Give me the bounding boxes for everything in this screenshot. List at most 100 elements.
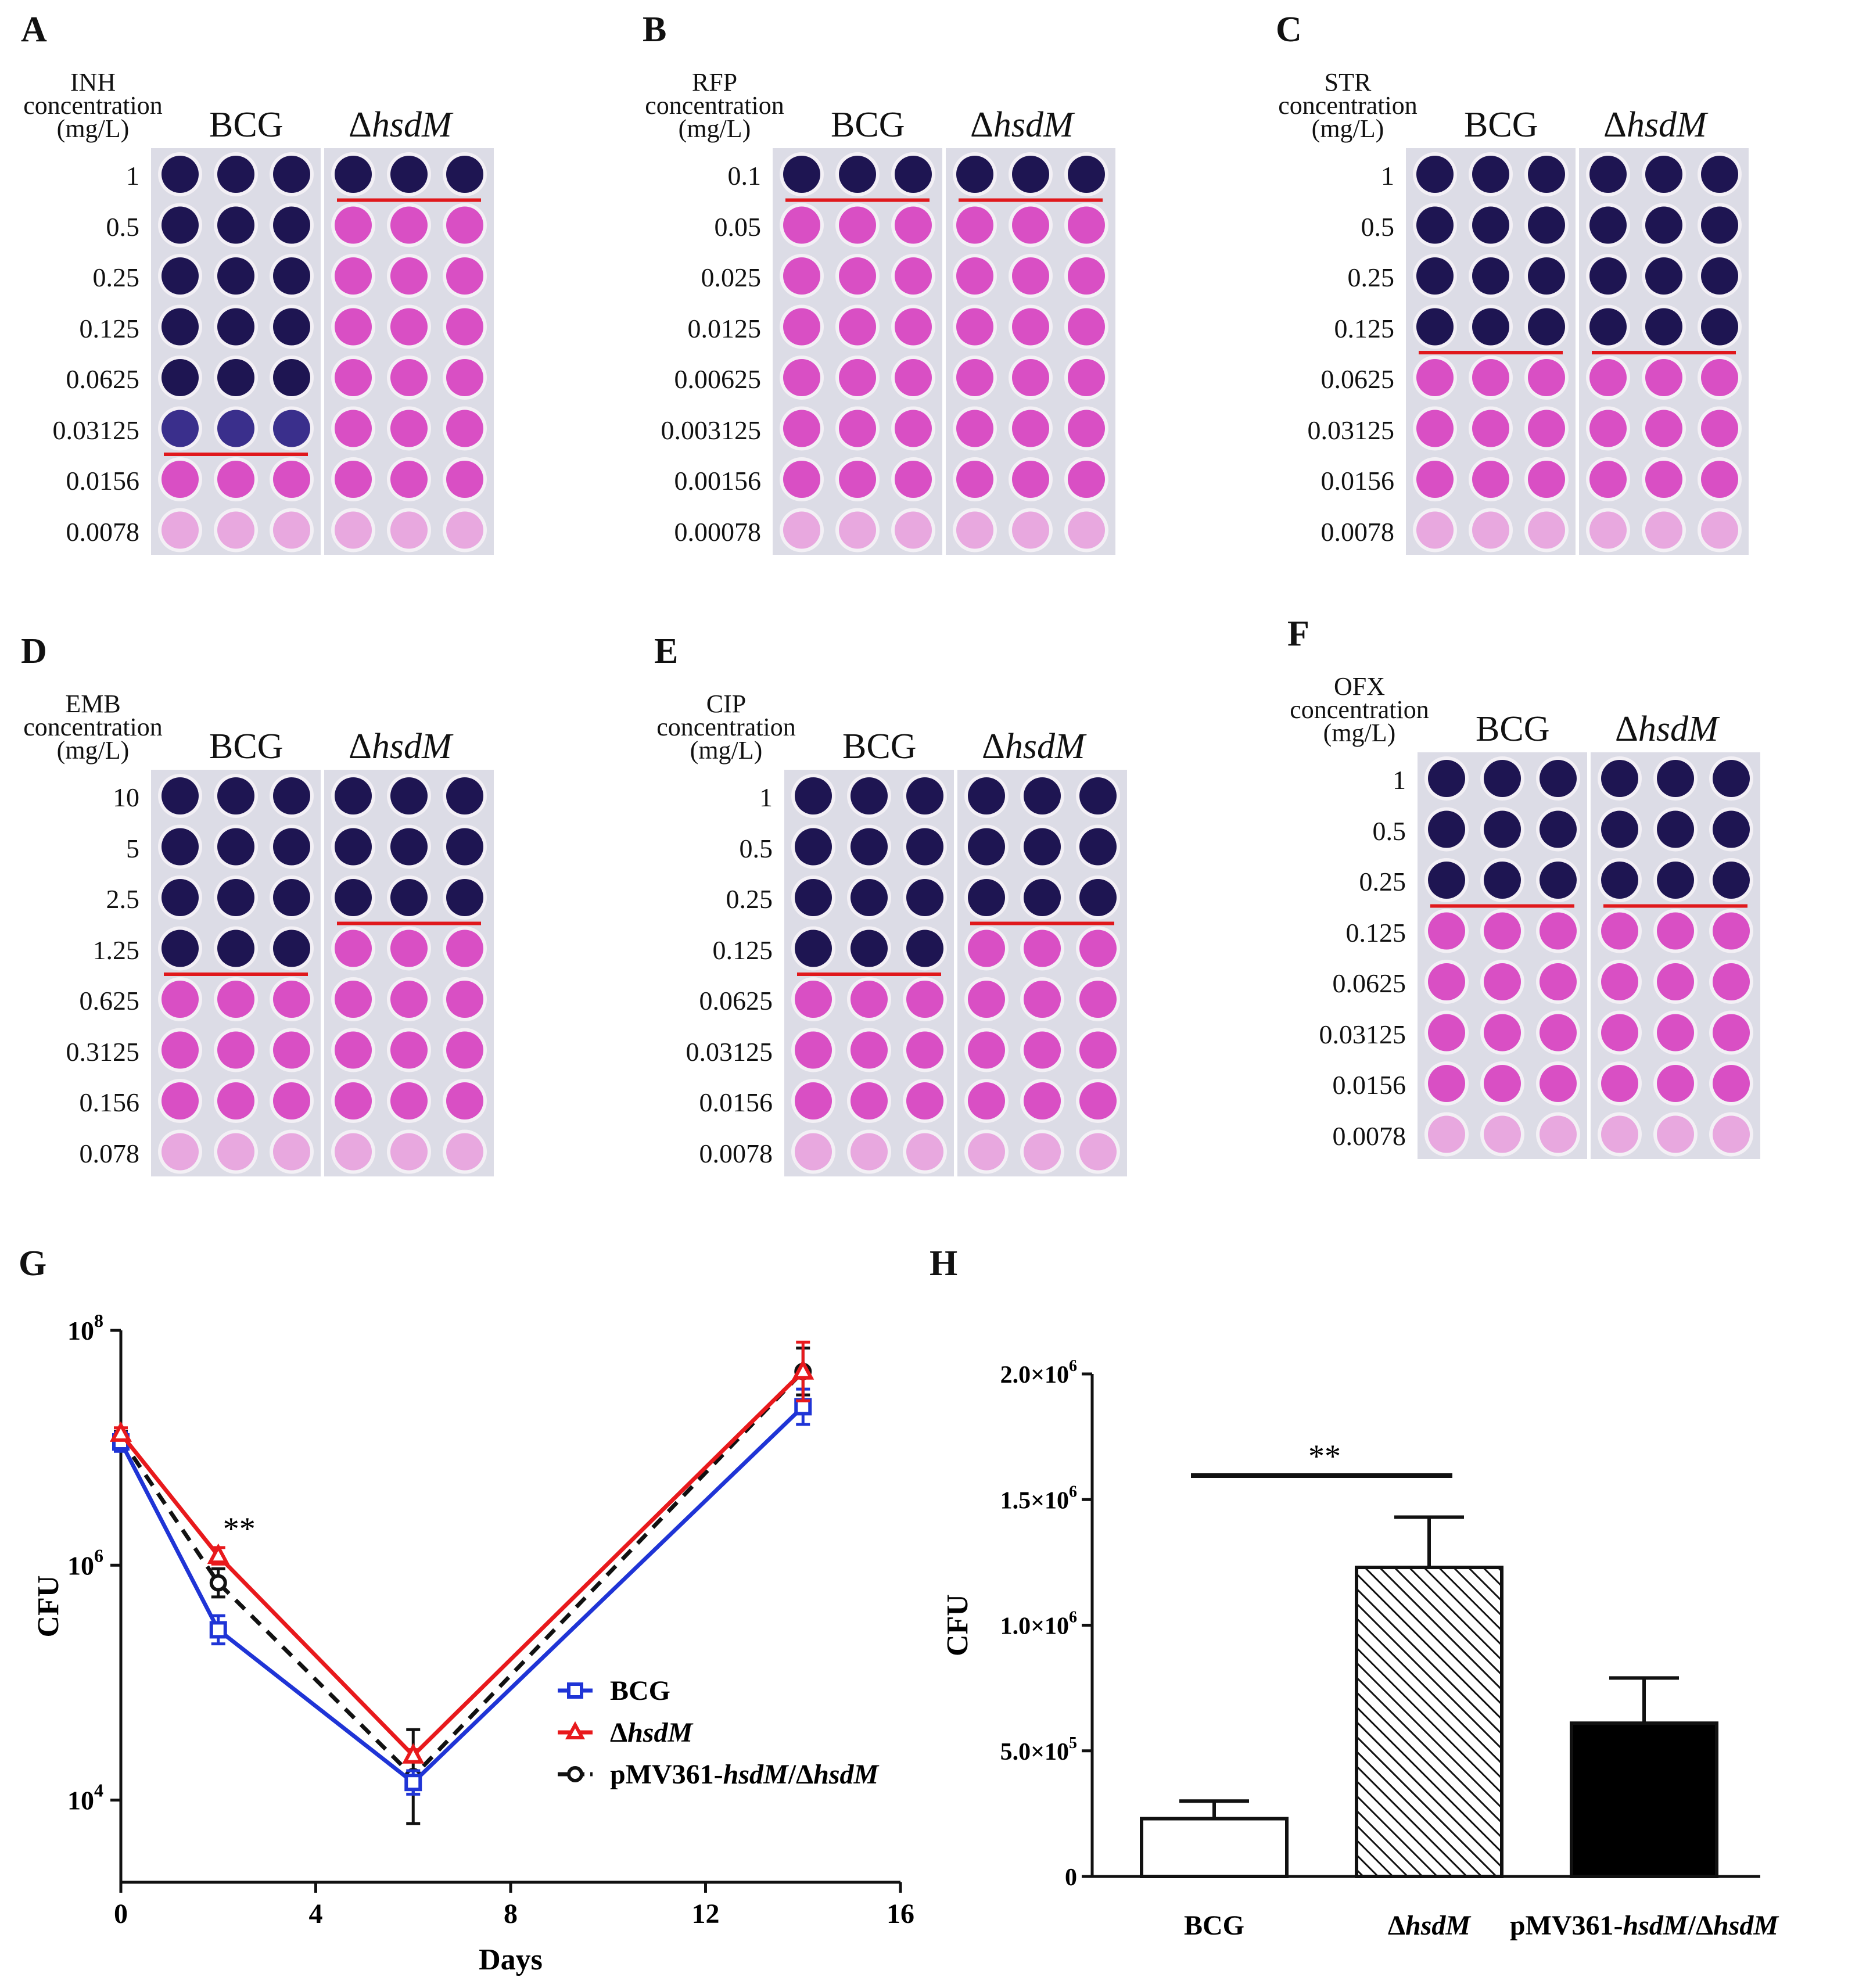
legend-label: BCG [610,1675,670,1706]
well [1713,810,1750,848]
well [1701,461,1738,498]
well [390,511,428,549]
well [795,1082,832,1119]
concentration-label: 0.0078 [1320,516,1395,547]
well [956,257,993,295]
concentration-label: 0.003125 [661,415,762,445]
well [217,156,254,193]
well [446,930,483,967]
well [1657,760,1694,797]
well [956,410,993,447]
strain-header-bcg: BCG [1476,709,1550,749]
well [1589,511,1627,549]
well [1012,461,1049,498]
x-category-label: pMV361-hsdM/ΔhsdM [1510,1910,1780,1941]
y-tick-label: 1.0×106 [1000,1609,1077,1640]
well [390,410,428,447]
well [217,828,254,866]
x-tick-label: 12 [692,1899,720,1929]
well [795,1133,832,1171]
well [906,1031,943,1069]
concentration-label: 0.125 [1334,313,1395,343]
well [273,828,310,866]
well [273,777,310,814]
legend-label: pMV361-hsdM/ΔhsdM [610,1759,880,1790]
well [1645,156,1682,193]
concentration-label: 0.00078 [674,516,762,547]
well [1713,760,1750,797]
well [968,930,1005,967]
well [895,206,932,244]
well [783,156,820,193]
well [1528,511,1565,549]
well [1416,257,1454,295]
well [1713,1115,1750,1153]
well [851,828,888,866]
microplate [151,770,494,1176]
well [1079,879,1117,916]
well [1068,359,1105,396]
concentration-title: CIP concentration (mg/L) [639,691,813,763]
well [839,461,876,498]
well [162,981,199,1018]
well [1428,1115,1465,1153]
strain-header-bcg: BCG [831,105,905,145]
title-unit: (mg/L) [1311,114,1384,143]
well [335,1133,372,1171]
concentration-label: 0.1 [727,161,762,191]
title-concentration-word: concentration [1290,695,1429,724]
concentration-label: 0.5 [106,211,140,242]
well [1589,461,1627,498]
well [895,359,932,396]
strain-header-bcg: BCG [1464,105,1538,145]
well [217,359,254,396]
concentration-label: 0.0625 [66,364,140,394]
well [1416,206,1454,244]
well [446,1082,483,1119]
well [783,410,820,447]
well [1645,257,1682,295]
well [1657,1065,1694,1102]
well [1472,206,1509,244]
well [1601,1014,1638,1052]
well [1657,912,1694,950]
title-drug: INH [70,68,116,96]
well [1657,1014,1694,1052]
concentration-label: 0.078 [79,1138,140,1168]
concentration-label: 1 [759,783,773,812]
well [1601,1115,1638,1153]
plate-panel-d: D EMB concentration (mg/L) BCG ΔhsdM 10 5 2.5 1.2… [0,622,616,1237]
series-line [119,1370,805,1780]
well [1601,912,1638,950]
well [1701,359,1738,396]
well [839,410,876,447]
well [273,410,310,447]
well [968,1133,1005,1171]
x-category-label: BCG [1184,1910,1244,1941]
well [1068,156,1105,193]
well [1024,1133,1061,1171]
concentration-row-labels: 0.1 0.05 0.025 0.0125 0.00625 0.003125 0.00156… [622,0,762,581]
title-concentration-word: concentration [23,91,163,120]
well [1484,1014,1521,1052]
well [1484,912,1521,950]
title-concentration-word: concentration [645,91,784,120]
well [335,981,372,1018]
well [1428,963,1465,1000]
well [795,1031,832,1069]
well [335,156,372,193]
well [1528,410,1565,447]
well [1416,156,1454,193]
well [217,308,254,346]
legend-marker [567,1682,583,1699]
well [1024,879,1061,916]
x-tick-label: 4 [309,1899,323,1929]
well [1068,308,1105,346]
concentration-label: 0.125 [712,935,773,965]
well [1472,359,1509,396]
concentration-label: 0.05 [714,211,762,242]
well [956,206,993,244]
concentration-label: 0.0625 [699,986,773,1015]
concentration-label: 10 [113,783,139,812]
concentration-label: 0.03125 [686,1036,773,1067]
